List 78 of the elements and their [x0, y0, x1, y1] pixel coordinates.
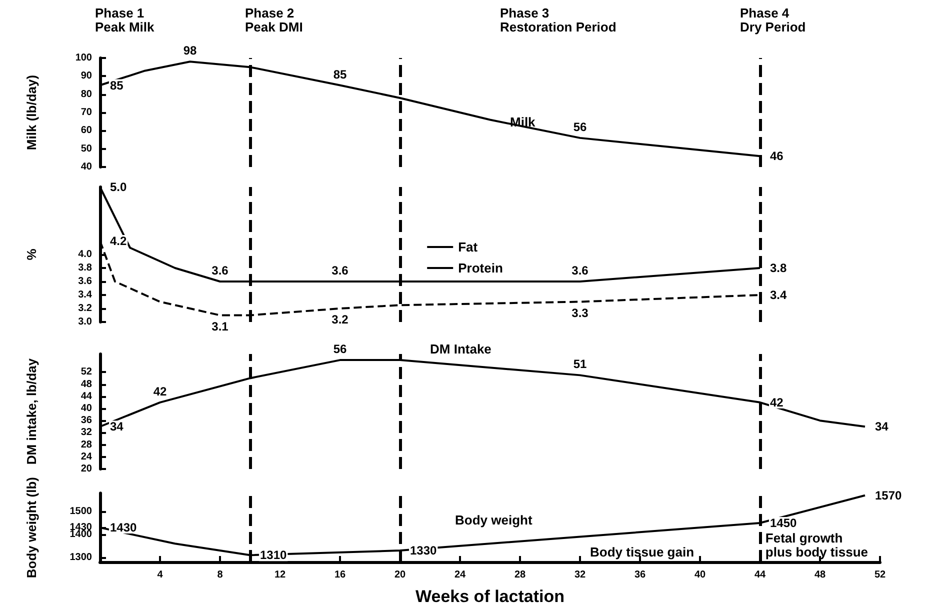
y-tick-label: 40: [80, 162, 92, 172]
x-tick-label: 44: [754, 570, 766, 580]
data-label: 1310: [260, 548, 288, 562]
data-label: 1330: [410, 544, 438, 558]
data-label: 1430: [110, 520, 138, 535]
y-tick-label: 28: [80, 439, 92, 450]
data-label: 3.6: [572, 264, 589, 278]
y-tick-label: 3.4: [78, 290, 92, 300]
annotation: Body tissue gain: [590, 544, 694, 560]
data-label: 1570: [875, 488, 902, 502]
x-tick-label: 20: [394, 570, 406, 580]
data-label: 98: [183, 44, 197, 58]
y-tick-label: 1500: [70, 506, 92, 517]
data-label: 3.1: [212, 319, 229, 334]
text: Phase 3 Restoration Period: [500, 6, 616, 34]
data-label: 56: [573, 120, 587, 134]
y-tick-label: 24: [80, 451, 92, 462]
y-tick-label: 3.0: [78, 316, 92, 328]
data-label: 42: [770, 395, 784, 410]
y-tick-label: 52: [80, 366, 92, 378]
text: Phase 4 Dry Period: [740, 6, 806, 34]
annotation: DM Intake: [430, 342, 492, 356]
annotation: Fetal growth plus body tissue: [765, 530, 868, 560]
data-label: 3.6: [212, 264, 229, 278]
y-tick-label: 3.6: [78, 276, 92, 287]
y-axis-title: Body weight (lb): [24, 476, 39, 578]
y-tick-label: 40: [80, 402, 92, 414]
data-label: 3.8: [770, 261, 788, 275]
y-tick-label: 60: [80, 125, 92, 136]
y-tick-label: 70: [80, 107, 92, 118]
y-tick-label: 100: [75, 52, 92, 64]
x-axis-title: Weeks of lactation: [416, 587, 564, 606]
x-tick-label: 28: [514, 570, 526, 580]
data-label: 42: [153, 384, 167, 398]
x-tick-label: 16: [334, 570, 346, 580]
data-label: 4.2: [110, 234, 128, 248]
x-tick-label: 8: [217, 570, 224, 580]
data-label: 3.6: [332, 264, 349, 278]
y-tick-label: 32: [80, 427, 92, 438]
text: Phase 2 Peak DMI: [245, 6, 303, 34]
data-label: 34: [110, 420, 124, 434]
data-label: 85: [110, 78, 124, 92]
x-tick-label: 52: [874, 570, 886, 580]
x-tick-label: 24: [454, 570, 466, 580]
y-tick-label: 4.0: [78, 249, 92, 260]
y-tick-label: 3.8: [78, 262, 92, 274]
data-label: 85: [333, 67, 347, 82]
data-label: 34: [875, 420, 889, 434]
x-tick-label: 12: [274, 570, 286, 580]
y-tick-label: 44: [80, 390, 92, 402]
y-tick-label: 3.2: [78, 303, 92, 314]
y-axis-title: %: [24, 248, 39, 260]
y-tick-label: 36: [80, 415, 92, 426]
data-label: 3.4: [770, 288, 788, 302]
data-label: 1450: [770, 516, 798, 530]
y-tick-label: 48: [80, 378, 92, 390]
annotation: Body weight: [455, 512, 533, 528]
data-label: 3.3: [572, 306, 589, 320]
y-axis-title: Milk (lb/day): [24, 74, 39, 150]
legend-label: Fat: [458, 240, 478, 254]
data-label: 51: [573, 357, 587, 372]
y-tick-label: 90: [80, 70, 92, 82]
text: Phase 1 Peak Milk: [95, 6, 156, 34]
legend-label: Protein: [458, 260, 503, 276]
data-label: 46: [770, 149, 784, 164]
data-label: 3.2: [332, 312, 349, 326]
x-tick-label: 48: [814, 570, 826, 580]
y-tick-label: 80: [80, 88, 92, 100]
x-tick-label: 40: [694, 570, 706, 580]
y-tick-label: 20: [80, 464, 92, 474]
data-label: 56: [333, 342, 347, 356]
x-tick-label: 32: [574, 570, 586, 580]
y-tick-label: 50: [80, 143, 92, 154]
y-axis-title: DM intake, lb/day: [24, 358, 39, 465]
x-tick-label: 36: [634, 570, 646, 580]
x-tick-label: 4: [157, 570, 164, 580]
y-tick-label: 1300: [70, 552, 92, 563]
data-label: 5.0: [110, 180, 128, 194]
